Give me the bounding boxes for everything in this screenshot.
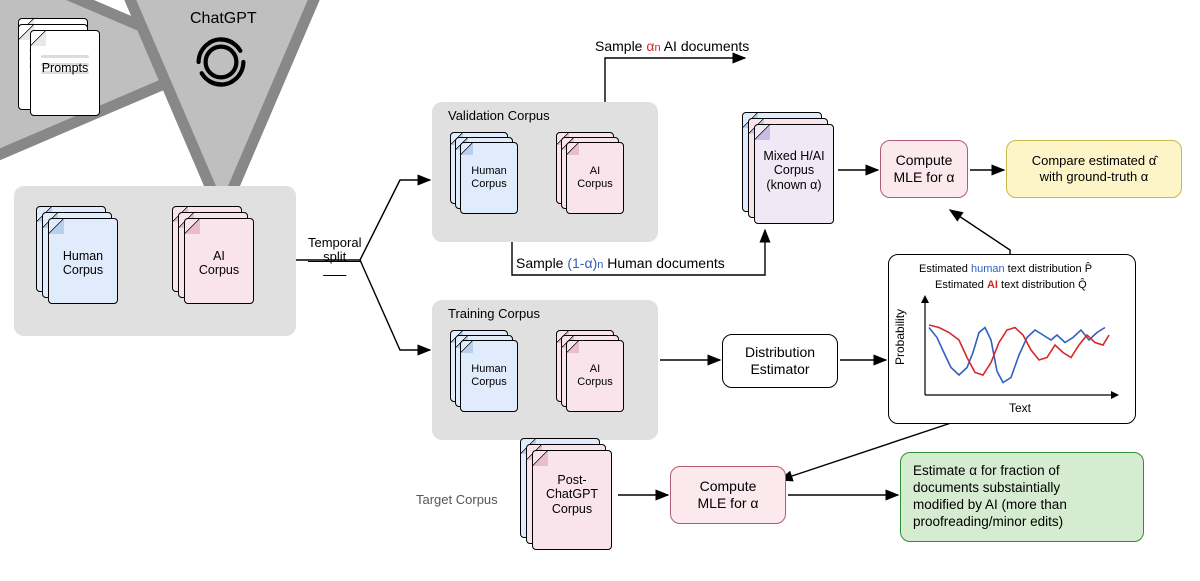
compute-mle-top: ComputeMLE for α bbox=[880, 140, 968, 198]
openai-icon bbox=[193, 34, 249, 93]
temporal-split-label: Temporalsplit bbox=[308, 236, 361, 265]
validation-title: Validation Corpus bbox=[448, 108, 550, 123]
target-corpus-label: Target Corpus bbox=[416, 492, 498, 507]
training-title: Training Corpus bbox=[448, 306, 540, 321]
post-chatgpt-label: Post-ChatGPTCorpus bbox=[533, 473, 611, 516]
distribution-chart: Estimated human text distribution P̂ Est… bbox=[888, 254, 1136, 424]
prompts-label: Prompts bbox=[31, 61, 99, 75]
chart-ylabel: Probability bbox=[893, 309, 907, 365]
source-ai-label: AICorpus bbox=[185, 249, 253, 278]
estimate-result-box: Estimate α for fraction ofdocuments subs… bbox=[900, 452, 1144, 542]
chart-xlabel: Text bbox=[1009, 401, 1031, 415]
compute-mle-bottom: ComputeMLE for α bbox=[670, 466, 786, 524]
source-human-label: HumanCorpus bbox=[49, 249, 117, 278]
distribution-estimator: DistributionEstimator bbox=[722, 334, 838, 388]
sample-ai-label: Sample αn AI documents bbox=[595, 38, 749, 54]
sample-human-label: Sample (1-α)n Human documents bbox=[516, 255, 725, 271]
mixed-corpus-label: Mixed H/AICorpus(known α) bbox=[755, 149, 833, 192]
compare-result-box: Compare estimated α̂with ground-truth α bbox=[1006, 140, 1182, 198]
chatgpt-label: ChatGPT bbox=[190, 10, 257, 28]
